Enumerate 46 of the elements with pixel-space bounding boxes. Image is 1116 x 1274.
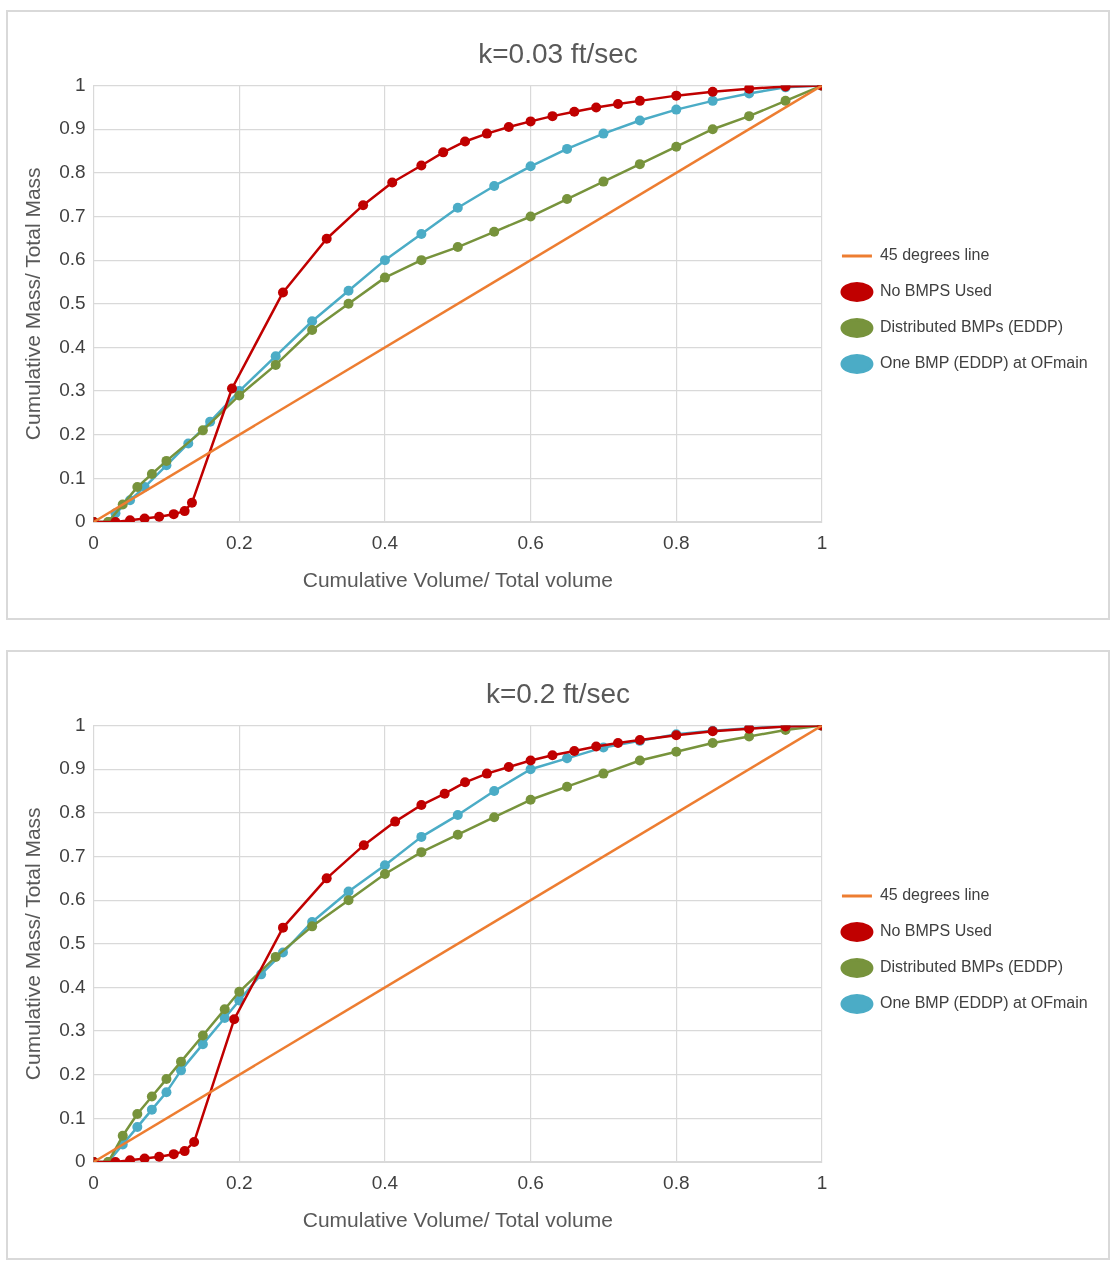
x-tick-label: 1 [816, 1171, 828, 1193]
chart-title: k=0.2 ft/sec [486, 677, 630, 709]
y-tick-label: 0.9 [59, 117, 86, 139]
x-tick-label: 0.6 [517, 1171, 544, 1193]
y-tick-label: 1 [75, 73, 86, 95]
legend-label: One BMP (EDDP) at OFmain [879, 354, 1088, 372]
y-tick-label: 0.2 [59, 1062, 86, 1084]
y-axis-title: Cumulative Mass/ Total Mass [21, 807, 45, 1081]
legend-label: No BMPS Used [879, 282, 992, 300]
x-axis-title: Cumulative Volume/ Total volume [302, 568, 613, 592]
legend-label: 45 degrees line [879, 246, 990, 264]
y-tick-label: 0.4 [59, 975, 87, 997]
y-tick-label: 0.3 [59, 379, 86, 401]
legend-label: Distributed BMPs (EDDP) [879, 958, 1064, 976]
y-tick-label: 0 [75, 1150, 86, 1172]
y-tick-label: 0.5 [59, 932, 86, 954]
x-tick-label: 1 [816, 531, 828, 553]
y-tick-label: 0.6 [59, 888, 86, 910]
y-tick-label: 1 [75, 713, 86, 735]
legend-label: Distributed BMPs (EDDP) [879, 318, 1064, 336]
chart-title: k=0.03 ft/sec [478, 37, 638, 69]
x-tick-label: 0.8 [663, 1171, 690, 1193]
y-tick-label: 0.9 [59, 757, 86, 779]
x-tick-label: 0.4 [371, 1171, 399, 1193]
x-tick-label: 0.8 [663, 531, 690, 553]
y-tick-label: 0.7 [59, 844, 86, 866]
y-tick-label: 0.3 [59, 1019, 86, 1041]
legend-label: No BMPS Used [879, 922, 992, 940]
y-axis-title: Cumulative Mass/ Total Mass [21, 167, 45, 441]
y-tick-label: 0.8 [59, 801, 86, 823]
legend-label: One BMP (EDDP) at OFmain [879, 994, 1088, 1012]
x-axis-title: Cumulative Volume/ Total volume [302, 1208, 613, 1232]
y-tick-label: 0.8 [59, 161, 86, 183]
legend-label: 45 degrees line [879, 886, 990, 904]
y-tick-label: 0.1 [59, 1106, 86, 1128]
y-tick-label: 0.7 [59, 204, 86, 226]
y-tick-label: 0.5 [59, 292, 86, 314]
x-tick-label: 0.4 [371, 531, 399, 553]
y-tick-label: 0.6 [59, 248, 86, 270]
y-tick-label: 0.1 [59, 466, 86, 488]
y-tick-label: 0 [75, 510, 86, 532]
x-tick-label: 0.2 [226, 1171, 253, 1193]
y-tick-label: 0.2 [59, 422, 86, 444]
y-tick-label: 0.4 [59, 335, 87, 357]
x-tick-label: 0.6 [517, 531, 544, 553]
x-tick-label: 0.2 [226, 531, 253, 553]
